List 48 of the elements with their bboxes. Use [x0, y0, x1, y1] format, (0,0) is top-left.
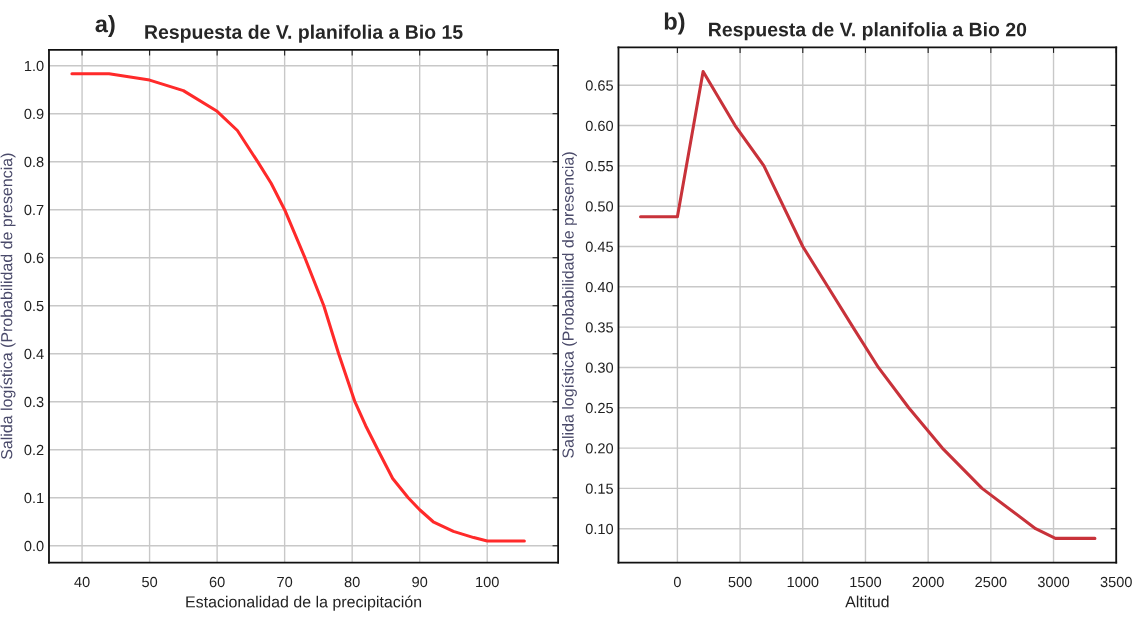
- x-tick-label: 1000: [787, 576, 819, 588]
- y-tick-label: 0.30: [585, 362, 614, 373]
- x-tick-label: 2000: [912, 576, 944, 588]
- y-tick-label: 0.65: [585, 80, 614, 91]
- x-tick-label: 40: [74, 576, 90, 588]
- y-tick-label: 0.0: [24, 540, 44, 552]
- y-tick-label: 0.15: [585, 483, 614, 494]
- chart-title: Respuesta de V. planifolia a Bio 20: [709, 22, 1027, 41]
- x-axis-title: Estacionalidad de la precipitación: [186, 595, 422, 611]
- x-tick-label: 80: [344, 576, 360, 588]
- y-tick-label: 0.4: [24, 348, 44, 360]
- y-tick-label: 0.55: [585, 160, 614, 172]
- x-axis-title: Altitud: [845, 595, 889, 608]
- x-tick-label: 1500: [850, 576, 882, 588]
- y-tick-label: 0.6: [24, 252, 44, 264]
- x-tick-label: 60: [209, 576, 225, 588]
- y-tick-label: 0.8: [24, 156, 44, 168]
- y-tick-label: 1.0: [24, 60, 44, 72]
- y-tick-label: 0.50: [585, 201, 614, 212]
- y-tick-label: 0.45: [585, 241, 614, 252]
- y-tick-label: 0.1: [24, 492, 44, 504]
- y-tick-label: 0.5: [24, 300, 44, 312]
- y-tick-label: 0.35: [585, 322, 614, 333]
- y-tick-label: 0.60: [585, 120, 614, 131]
- text: b): [664, 12, 685, 35]
- x-tick-label: 3000: [1037, 576, 1070, 588]
- x-tick-label: 0: [673, 576, 681, 588]
- y-tick-label: 0.2: [24, 444, 44, 456]
- x-tick-label: 50: [142, 576, 158, 588]
- chart-title: Respuesta de V. planifolia a Bio 15: [145, 24, 463, 43]
- y-tick-label: 0.10: [585, 523, 614, 535]
- y-axis-title: Salida logística (Probabilidad de presencia): [561, 152, 577, 458]
- y-tick-label: 0.7: [24, 204, 44, 216]
- y-tick-label: 0.9: [24, 108, 44, 120]
- text: a): [95, 15, 115, 38]
- x-tick-label: 90: [412, 576, 428, 588]
- y-tick-label: 0.3: [24, 396, 44, 408]
- x-tick-label: 2500: [975, 576, 1007, 588]
- x-tick-label: 500: [728, 576, 752, 588]
- y-tick-label: 0.40: [585, 281, 614, 293]
- y-axis-title: Salida logística (Probabilidad de presencia): [0, 153, 16, 460]
- x-tick-label: 100: [476, 576, 499, 588]
- y-tick-label: 0.20: [585, 443, 614, 454]
- x-tick-label: 70: [277, 576, 293, 588]
- x-tick-label: 3500: [1100, 576, 1132, 588]
- y-tick-label: 0.25: [585, 402, 614, 414]
- line-series: [70, 72, 526, 543]
- line-series: [639, 70, 1097, 540]
